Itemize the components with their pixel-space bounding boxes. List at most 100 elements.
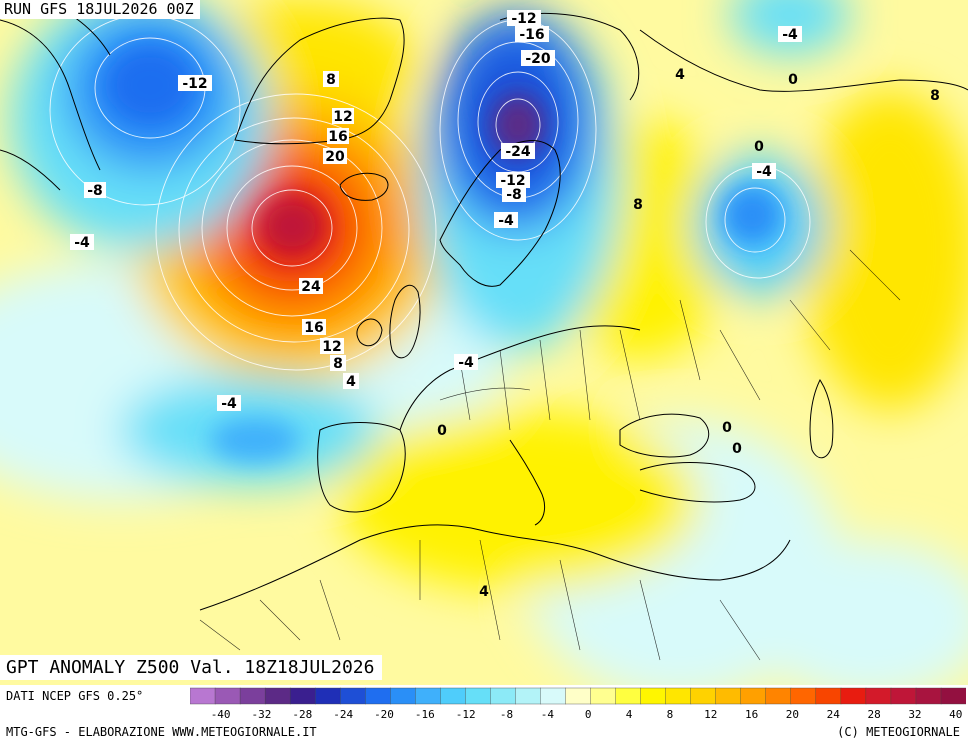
colorbar-tick-label: -4 (541, 708, 555, 721)
colorbar-swatch (640, 687, 667, 705)
svg-text:0: 0 (437, 423, 447, 439)
run-title: RUN GFS 18JUL2026 00Z (0, 0, 200, 19)
contour-label: -24 (501, 143, 535, 160)
credit-left: MTG-GFS - ELABORAZIONE WWW.METEOGIORNALE… (6, 725, 317, 739)
anomaly-core-shading (105, 45, 782, 462)
contour-label: 0 (732, 441, 742, 457)
contour-label: 16 (327, 128, 349, 145)
colorbar-swatch (715, 687, 742, 705)
svg-text:8: 8 (633, 197, 643, 213)
colorbar-tick-label: -28 (292, 708, 312, 721)
colorbar-tick-label: 12 (704, 708, 717, 721)
contour-label: 4 (343, 373, 359, 390)
colorbar-swatch (790, 687, 817, 705)
colorbar-tick-label: 40 (949, 708, 962, 721)
colorbar-tick-label: -8 (500, 708, 513, 721)
svg-text:-24: -24 (505, 144, 531, 160)
colorbar-swatch (940, 687, 966, 705)
svg-text:-4: -4 (74, 235, 90, 251)
contour-label: 8 (633, 197, 643, 213)
data-source-label: DATI NCEP GFS 0.25° (6, 689, 144, 703)
colorbar-tick-label: -20 (374, 708, 394, 721)
colorbar-tick-label: 28 (867, 708, 880, 721)
colorbar-swatch (365, 687, 391, 705)
colorbar-swatch (590, 687, 617, 705)
colorbar-swatch (239, 687, 266, 705)
colorbar-swatch (865, 687, 892, 705)
svg-text:8: 8 (333, 356, 343, 372)
colorbar-tick-label: 16 (745, 708, 758, 721)
svg-text:-8: -8 (87, 183, 103, 199)
anomaly-map: -12 -8 -4 8 12 16 20 24 16 12 8 4 -12 -1… (0, 0, 968, 685)
colorbar-swatch (665, 687, 692, 705)
colorbar-swatch (815, 687, 842, 705)
svg-text:4: 4 (479, 584, 489, 600)
contour-label: -4 (70, 234, 94, 251)
svg-text:-4: -4 (221, 396, 237, 412)
colorbar-swatch (390, 687, 416, 705)
colorbar-tick-label: 8 (667, 708, 674, 721)
svg-text:12: 12 (333, 109, 352, 125)
contour-label: -8 (84, 182, 106, 199)
svg-text:-4: -4 (756, 164, 772, 180)
svg-text:0: 0 (732, 441, 742, 457)
svg-text:4: 4 (675, 67, 685, 83)
contour-label: 4 (675, 67, 685, 83)
map-title: GPT ANOMALY Z500 Val. 18Z18JUL2026 (0, 655, 383, 680)
svg-text:24: 24 (301, 279, 321, 295)
colorbar-swatch (740, 687, 767, 705)
svg-text:12: 12 (322, 339, 341, 355)
colorbar-swatch (765, 687, 792, 705)
colorbar-tick-label: 0 (585, 708, 592, 721)
colorbar-swatch (440, 687, 466, 705)
contour-label: -12 (507, 10, 541, 27)
svg-text:-20: -20 (525, 51, 551, 67)
contour-label: -4 (752, 163, 776, 180)
colorbar-swatch (415, 687, 441, 705)
contour-label: 12 (332, 108, 354, 125)
colorbar-ticks: -40 -32 -28 -24 -20 -16 -12 -8 -4 0 4 8 12 16 20 24 28 32… (211, 708, 963, 721)
colorbar-tick-label: 32 (908, 708, 921, 721)
colorbar-tick-label: -32 (252, 708, 272, 721)
svg-text:-12: -12 (182, 76, 207, 92)
colorbar-swatch (690, 687, 717, 705)
colorbar-swatch (515, 687, 542, 705)
svg-text:-16: -16 (519, 27, 544, 43)
colorbar-swatch (615, 687, 642, 705)
colorbar-tick-label: -40 (211, 708, 231, 721)
contour-label: -12 (496, 172, 530, 189)
colorbar-legend: -40 -32 -28 -24 -20 -16 -12 -8 -4 0 4 8 12 16 20 24 28 32… (190, 687, 966, 721)
contour-label: -12 (178, 75, 212, 92)
colorbar-swatch (190, 687, 216, 705)
colorbar-swatch (264, 687, 291, 705)
colorbar-tick-label: -16 (415, 708, 435, 721)
colorbar-tick-label: 20 (786, 708, 799, 721)
svg-text:-4: -4 (458, 355, 474, 371)
contour-label: 4 (479, 584, 489, 600)
contour-label: 0 (754, 139, 764, 155)
contour-label: 0 (722, 420, 732, 436)
colorbar-swatch (214, 687, 241, 705)
svg-text:0: 0 (788, 72, 798, 88)
colorbar-swatch (890, 687, 917, 705)
svg-text:-8: -8 (506, 187, 522, 203)
contour-label: 20 (323, 148, 347, 165)
contour-label: 0 (788, 72, 798, 88)
colorbar-swatch (490, 687, 517, 705)
colorbar-tick-label: -12 (456, 708, 476, 721)
svg-text:8: 8 (326, 72, 336, 88)
svg-text:16: 16 (328, 129, 347, 145)
colorbar-swatches (190, 687, 966, 705)
colorbar-tick-label: 4 (626, 708, 633, 721)
svg-text:16: 16 (304, 320, 323, 336)
contour-label: -4 (778, 26, 802, 43)
contour-label: -4 (454, 354, 478, 371)
contour-label-layer: -12 -8 -4 8 12 16 20 24 16 12 8 4 -12 -1… (70, 10, 940, 600)
contour-label: 8 (930, 88, 940, 104)
contour-label: 24 (299, 278, 323, 295)
svg-text:-12: -12 (500, 173, 525, 189)
contour-label: 0 (437, 423, 447, 439)
svg-text:20: 20 (325, 149, 345, 165)
colorbar-tick-label: -24 (333, 708, 353, 721)
